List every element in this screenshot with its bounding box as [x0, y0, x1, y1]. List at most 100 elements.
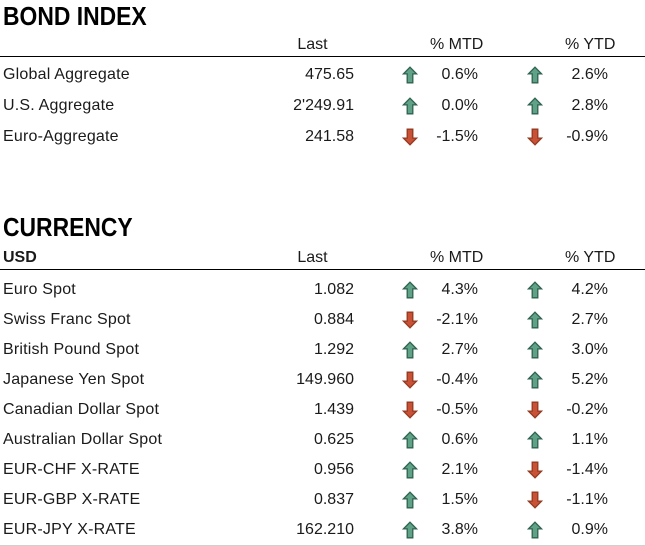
down-arrow-icon [527, 128, 543, 146]
currency-body: Euro Spot 1.082 4.3% 4.2% Swiss Franc S [3, 270, 608, 545]
up-arrow-icon [527, 371, 543, 389]
last-value: 241.58 [305, 127, 354, 145]
mtd-change-indicator [402, 491, 419, 509]
table-row: Canadian Dollar Spot 1.439 -0.5% -0.2% [3, 395, 608, 425]
last-value: 162.210 [296, 521, 354, 538]
table-row: EUR-JPY X-RATE 162.210 3.8% 0.9% [3, 515, 608, 545]
ytd-value: 5.2% [571, 371, 608, 388]
down-arrow-icon [527, 401, 543, 419]
up-arrow-icon [527, 521, 543, 539]
instrument-name: Euro Spot [3, 281, 76, 298]
instrument-name: Euro-Aggregate [3, 127, 119, 145]
ytd-value: 3.0% [571, 341, 608, 358]
table-row: Australian Dollar Spot 0.625 0.6% 1.1% [3, 425, 608, 455]
bond-index-title: BOND INDEX [3, 1, 147, 31]
ytd-change-indicator [527, 96, 544, 115]
bond-index-header-row: Last % MTD % YTD [0, 30, 645, 57]
mtd-value: -1.5% [436, 127, 478, 145]
up-arrow-icon [402, 341, 418, 359]
down-arrow-icon [402, 128, 418, 146]
column-header-last: Last [297, 249, 328, 266]
mtd-change-indicator [402, 401, 419, 419]
mtd-change-indicator [402, 65, 419, 84]
mtd-value: 4.3% [441, 281, 478, 298]
up-arrow-icon [402, 431, 418, 449]
ytd-change-indicator [527, 311, 544, 329]
up-arrow-icon [402, 65, 418, 83]
instrument-name: EUR-CHF X-RATE [3, 461, 140, 478]
mtd-change-indicator [402, 521, 419, 539]
last-value: 149.960 [296, 371, 354, 388]
mtd-value: 0.0% [441, 96, 478, 114]
column-header-last: Last [297, 36, 328, 53]
ytd-value: 2.6% [571, 65, 608, 83]
mtd-change-indicator [402, 341, 419, 359]
mtd-value: 3.8% [441, 521, 478, 538]
down-arrow-icon [402, 311, 418, 329]
currency-header-row: USD Last % MTD % YTD [0, 241, 645, 270]
ytd-change-indicator [527, 521, 544, 539]
bond-index-table: BOND INDEX Last % MTD % YTD Global Aggre… [0, 3, 645, 152]
mtd-change-indicator [402, 431, 419, 449]
instrument-name: Global Aggregate [3, 65, 130, 83]
ytd-value: 4.2% [571, 281, 608, 298]
mtd-value: -0.4% [436, 371, 478, 388]
up-arrow-icon [527, 96, 543, 114]
up-arrow-icon [402, 491, 418, 509]
ytd-change-indicator [527, 65, 544, 84]
up-arrow-icon [527, 281, 543, 299]
down-arrow-icon [527, 461, 543, 479]
ytd-value: -0.9% [566, 127, 608, 145]
mtd-value: 0.6% [441, 431, 478, 448]
mtd-value: 2.1% [441, 461, 478, 478]
table-row: Euro-Aggregate 241.58 -1.5% -0.9% [3, 121, 608, 152]
up-arrow-icon [527, 311, 543, 329]
up-arrow-icon [402, 281, 418, 299]
down-arrow-icon [402, 401, 418, 419]
ytd-change-indicator [527, 491, 544, 509]
mtd-change-indicator [402, 128, 419, 146]
table-row: Euro Spot 1.082 4.3% 4.2% [3, 275, 608, 305]
mtd-value: -2.1% [436, 311, 478, 328]
ytd-change-indicator [527, 431, 544, 449]
mtd-change-indicator [402, 96, 419, 115]
ytd-value: 1.1% [571, 431, 608, 448]
table-row: Swiss Franc Spot 0.884 -2.1% 2.7% [3, 305, 608, 335]
last-value: 475.65 [305, 65, 354, 83]
currency-title: CURRENCY [3, 212, 133, 242]
up-arrow-icon [402, 96, 418, 114]
last-value: 1.292 [313, 341, 354, 358]
table-row: EUR-GBP X-RATE 0.837 1.5% -1.1% [3, 485, 608, 515]
table-row: British Pound Spot 1.292 2.7% 3.0% [3, 335, 608, 365]
mtd-change-indicator [402, 311, 419, 329]
ytd-value: 0.9% [571, 521, 608, 538]
ytd-change-indicator [527, 281, 544, 299]
instrument-name: Canadian Dollar Spot [3, 401, 160, 418]
last-value: 2'249.91 [293, 96, 354, 114]
table-row: Global Aggregate 475.65 0.6% 2.6% [3, 59, 608, 90]
last-value: 0.625 [313, 431, 354, 448]
instrument-name: Australian Dollar Spot [3, 431, 163, 448]
column-header-mtd: % MTD [430, 36, 484, 53]
ytd-value: 2.8% [571, 96, 608, 114]
mtd-change-indicator [402, 371, 419, 389]
mtd-value: 1.5% [441, 491, 478, 508]
up-arrow-icon [402, 521, 418, 539]
last-value: 1.082 [313, 281, 354, 298]
column-header-mtd: % MTD [430, 249, 484, 266]
instrument-name: British Pound Spot [3, 341, 140, 358]
last-value: 1.439 [313, 401, 354, 418]
instrument-name: Japanese Yen Spot [3, 371, 145, 388]
mtd-value: 2.7% [441, 341, 478, 358]
currency-table: CURRENCY USD Last % MTD % YTD Euro Spot … [0, 214, 645, 545]
ytd-change-indicator [527, 128, 544, 146]
up-arrow-icon [527, 341, 543, 359]
mtd-change-indicator [402, 461, 419, 479]
mtd-change-indicator [402, 281, 419, 299]
column-header-usd: USD [3, 249, 37, 266]
mtd-value: -0.5% [436, 401, 478, 418]
column-header-ytd: % YTD [565, 36, 616, 53]
up-arrow-icon [527, 431, 543, 449]
instrument-name: EUR-GBP X-RATE [3, 491, 141, 508]
